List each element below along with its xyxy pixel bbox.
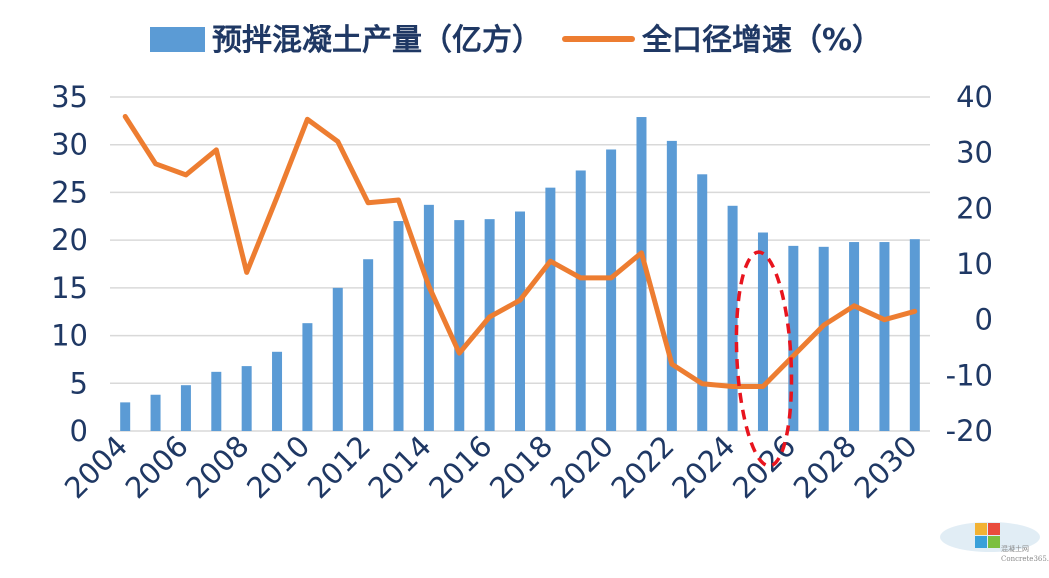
y-left-tick-label: 20 [51, 223, 88, 257]
bar-2023 [697, 174, 708, 431]
bar-2014 [423, 204, 434, 431]
y-left-tick-label: 0 [70, 414, 88, 448]
x-tick-label: 2022 [605, 429, 681, 505]
x-axis: 2004200620082010201220142016201820202022… [58, 429, 924, 505]
bar-2013 [393, 221, 404, 431]
y-right-tick-label: 10 [956, 247, 993, 281]
x-tick-label: 2024 [665, 429, 741, 505]
y-right-tick-label: 0 [975, 303, 993, 337]
bar-2021 [636, 117, 647, 431]
bar-2005 [150, 394, 161, 431]
bar-2024 [727, 205, 738, 431]
watermark-title: 混凝土网 [1001, 544, 1029, 553]
legend-bar-label: 预拌混凝土产量（亿方） [212, 23, 542, 58]
bar-2010 [302, 323, 313, 431]
bar-2007 [211, 371, 222, 431]
y-axis-right: -20 -10 0 10 20 30 40 [946, 80, 993, 448]
legend-line-label: 全口径增速（%） [641, 23, 882, 58]
legend-bar-swatch [150, 27, 205, 52]
bar-2016 [484, 219, 495, 431]
x-tick-label: 2008 [179, 429, 255, 505]
watermark-logo: 混凝土网 Concrete365.com [940, 522, 1049, 563]
bar-2019 [575, 170, 586, 432]
x-tick-label: 2026 [726, 429, 802, 505]
bar-2020 [606, 149, 617, 431]
y-right-tick-label: -10 [946, 358, 993, 392]
x-tick-label: 2010 [240, 429, 316, 505]
y-left-tick-label: 15 [51, 271, 88, 305]
x-tick-label: 2014 [362, 429, 438, 505]
bar-series [120, 117, 920, 432]
x-tick-label: 2012 [301, 429, 377, 505]
watermark-subtext: Concrete365.com [1001, 555, 1049, 563]
y-left-tick-label: 5 [70, 366, 88, 400]
x-tick-label: 2030 [848, 429, 924, 505]
bar-2011 [332, 287, 343, 431]
x-tick-label: 2028 [787, 429, 863, 505]
y-left-tick-label: 35 [51, 80, 88, 114]
bar-2027 [818, 246, 829, 431]
y-left-tick-label: 30 [51, 128, 88, 162]
bar-2017 [515, 211, 525, 431]
bar-2004 [120, 402, 131, 431]
bar-2028 [849, 242, 860, 431]
y-right-tick-label: 40 [956, 80, 993, 114]
bar-2026 [788, 245, 799, 431]
bar-2008 [241, 366, 252, 431]
x-tick-label: 2020 [544, 429, 620, 505]
highlight-ellipse [734, 250, 794, 468]
y-right-tick-label: -20 [946, 414, 993, 448]
bar-2025 [757, 232, 768, 431]
x-tick-label: 2018 [483, 429, 559, 505]
y-right-tick-label: 30 [956, 136, 993, 170]
x-tick-label: 2006 [119, 429, 195, 505]
bar-2015 [454, 220, 465, 431]
y-left-tick-label: 25 [51, 175, 88, 209]
bar-2012 [363, 259, 374, 431]
bar-2030 [909, 239, 920, 431]
legend: 预拌混凝土产量（亿方） 全口径增速（%） [150, 23, 882, 58]
growth-line [122, 114, 918, 389]
bar-2009 [272, 351, 283, 431]
y-right-tick-label: 20 [956, 191, 993, 225]
y-left-tick-label: 10 [51, 319, 88, 353]
x-tick-label: 2016 [422, 429, 498, 505]
bar-2029 [879, 242, 890, 431]
bar-2018 [545, 187, 556, 431]
bar-2006 [180, 385, 191, 431]
y-axis-left: 0 5 10 15 20 25 30 35 [51, 80, 88, 448]
bar-2022 [666, 140, 677, 431]
